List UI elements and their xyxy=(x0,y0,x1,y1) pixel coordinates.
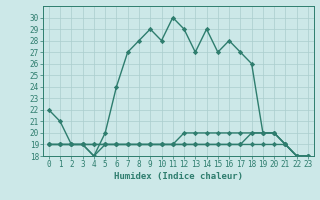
X-axis label: Humidex (Indice chaleur): Humidex (Indice chaleur) xyxy=(114,172,243,181)
